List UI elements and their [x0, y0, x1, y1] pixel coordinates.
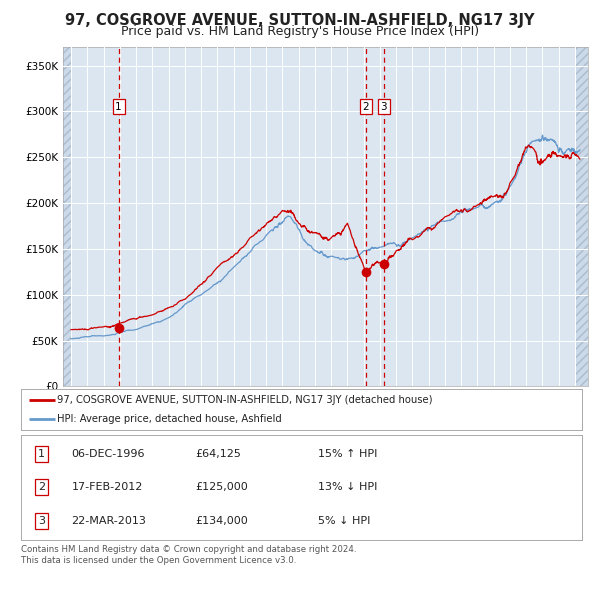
- Bar: [575, 47, 588, 386]
- Text: 17-FEB-2012: 17-FEB-2012: [71, 483, 143, 492]
- Text: 3: 3: [380, 102, 387, 112]
- Text: £125,000: £125,000: [195, 483, 248, 492]
- Bar: [63, 47, 71, 386]
- Text: 22-MAR-2013: 22-MAR-2013: [71, 516, 146, 526]
- Text: 15% ↑ HPI: 15% ↑ HPI: [319, 449, 378, 459]
- Text: 2: 2: [362, 102, 369, 112]
- Text: 1: 1: [115, 102, 122, 112]
- Bar: [63, 47, 71, 386]
- Text: 06-DEC-1996: 06-DEC-1996: [71, 449, 145, 459]
- Text: Contains HM Land Registry data © Crown copyright and database right 2024.
This d: Contains HM Land Registry data © Crown c…: [21, 545, 356, 565]
- Text: £134,000: £134,000: [195, 516, 248, 526]
- Text: 13% ↓ HPI: 13% ↓ HPI: [319, 483, 378, 492]
- Text: £64,125: £64,125: [195, 449, 241, 459]
- Text: 97, COSGROVE AVENUE, SUTTON-IN-ASHFIELD, NG17 3JY (detached house): 97, COSGROVE AVENUE, SUTTON-IN-ASHFIELD,…: [58, 395, 433, 405]
- Text: 2: 2: [38, 483, 45, 492]
- Text: 3: 3: [38, 516, 44, 526]
- Bar: [575, 47, 588, 386]
- Text: Price paid vs. HM Land Registry's House Price Index (HPI): Price paid vs. HM Land Registry's House …: [121, 25, 479, 38]
- Text: 97, COSGROVE AVENUE, SUTTON-IN-ASHFIELD, NG17 3JY: 97, COSGROVE AVENUE, SUTTON-IN-ASHFIELD,…: [65, 13, 535, 28]
- Text: 5% ↓ HPI: 5% ↓ HPI: [319, 516, 371, 526]
- Text: 1: 1: [38, 449, 44, 459]
- Text: HPI: Average price, detached house, Ashfield: HPI: Average price, detached house, Ashf…: [58, 414, 282, 424]
